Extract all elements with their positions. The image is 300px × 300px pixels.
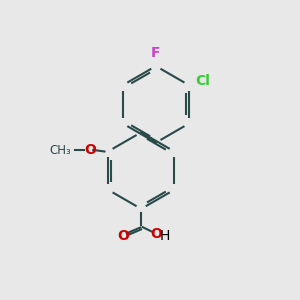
Text: H: H	[160, 229, 170, 243]
Text: O: O	[151, 226, 162, 241]
Text: O: O	[118, 229, 129, 243]
Text: Cl: Cl	[196, 74, 210, 88]
Text: O: O	[84, 143, 96, 157]
Text: CH₃: CH₃	[50, 143, 71, 157]
Text: F: F	[151, 46, 160, 60]
